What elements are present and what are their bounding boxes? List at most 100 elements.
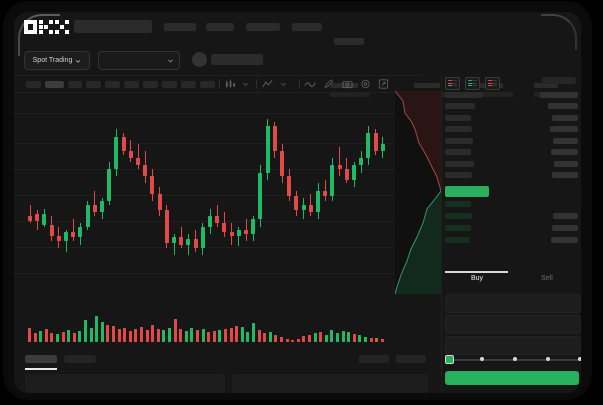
volume-bar (84, 320, 87, 342)
indicators-icon[interactable] (262, 79, 273, 89)
amount-input[interactable] (445, 315, 581, 334)
tab-buy[interactable]: Buy (470, 275, 484, 282)
slider-stop-50[interactable] (513, 357, 517, 361)
okx-logo[interactable] (24, 20, 69, 34)
order-book[interactable] (442, 92, 581, 267)
orderbook-view-both-icon[interactable] (445, 77, 460, 90)
camera-snapshot-icon[interactable] (342, 79, 353, 89)
bid-price[interactable] (445, 213, 472, 219)
search-input[interactable] (74, 20, 152, 33)
slider-stop-75[interactable] (546, 357, 550, 361)
timeframe-button-4[interactable] (86, 81, 101, 88)
volume-bar (218, 330, 222, 342)
ask-price[interactable] (445, 149, 471, 155)
chart-type-chevron-icon[interactable] (242, 79, 249, 89)
orderbook-view-asks-icon[interactable] (485, 77, 500, 90)
ask-amount[interactable] (550, 126, 578, 132)
ask-amount[interactable] (548, 103, 578, 109)
volume-bar (140, 327, 143, 342)
bid-price[interactable] (445, 225, 471, 231)
volume-bar (56, 334, 59, 342)
timeframe-button-6[interactable] (124, 81, 139, 88)
bottom-tabs (14, 350, 426, 372)
timeframe-button-1[interactable] (26, 81, 41, 88)
volume-bar (291, 340, 295, 342)
total-input[interactable] (445, 336, 581, 355)
bottom-panel-left[interactable] (25, 374, 225, 393)
ask-amount[interactable] (551, 149, 578, 155)
spot-trading-dropdown[interactable]: Spot Trading (24, 51, 90, 70)
bid-price[interactable] (445, 237, 470, 243)
fullscreen-icon[interactable] (378, 79, 389, 89)
amount-percent-slider[interactable] (445, 355, 581, 365)
orderbook-view-switcher (445, 77, 500, 90)
bid-amount[interactable] (551, 237, 578, 243)
timeframe-button-2[interactable] (45, 81, 64, 88)
orderbook-grouping-select[interactable] (542, 77, 576, 84)
volume-bar (72, 333, 76, 342)
ask-amount[interactable] (553, 137, 578, 144)
volume-bar (78, 331, 82, 342)
volume-bar (207, 332, 211, 342)
drawing-pencil-icon[interactable] (323, 79, 334, 89)
volume-bar (330, 330, 334, 342)
bottom-panel-right[interactable] (232, 374, 428, 393)
volume-bar (280, 337, 283, 342)
ask-price[interactable] (445, 172, 472, 178)
ask-amount[interactable] (554, 160, 578, 167)
nav-item-4[interactable] (292, 23, 322, 31)
timeframe-button-10[interactable] (200, 81, 215, 88)
volume-bar (61, 332, 65, 342)
bid-price[interactable] (445, 201, 471, 207)
line-tool-icon[interactable] (304, 79, 316, 89)
indicators-chevron-icon[interactable] (280, 79, 287, 89)
orderbook-view-bids-icon[interactable] (465, 77, 480, 90)
volume-bar (117, 329, 121, 342)
ask-price[interactable] (445, 126, 472, 132)
timeframe-button-5[interactable] (105, 81, 120, 88)
chart-settings-icon[interactable] (360, 79, 371, 89)
bottom-action-2[interactable] (396, 355, 426, 363)
ask-amount[interactable] (552, 172, 578, 178)
stat-value (330, 92, 370, 97)
ask-price[interactable] (445, 137, 473, 144)
ask-price[interactable] (445, 103, 475, 109)
nav-item-1[interactable] (164, 23, 196, 31)
nav-item-5[interactable] (334, 38, 364, 45)
timeframe-button-3[interactable] (68, 81, 82, 88)
tab-order-history[interactable] (64, 355, 96, 363)
slider-stop-25[interactable] (480, 357, 484, 361)
volume-bar (179, 329, 183, 342)
timeframe-button-8[interactable] (162, 81, 177, 88)
volume-bar (257, 330, 261, 342)
nav-item-3[interactable] (246, 23, 280, 31)
slider-stop-100[interactable] (578, 357, 581, 361)
candle-chart-type-icon[interactable] (225, 79, 236, 89)
volume-bar (252, 323, 255, 342)
tab-sell[interactable]: Sell (541, 275, 553, 282)
pair-select[interactable] (98, 51, 180, 70)
volume-bar (28, 328, 31, 342)
gridline (14, 143, 423, 144)
price-input[interactable] (445, 294, 581, 313)
ask-amount[interactable] (552, 114, 578, 121)
depth-area (395, 91, 441, 294)
volume-bar (156, 329, 160, 342)
volume-bar (274, 335, 278, 342)
gridline (14, 169, 423, 170)
timeframe-button-9[interactable] (181, 81, 196, 88)
timeframe-button-7[interactable] (143, 81, 158, 88)
gridline (14, 273, 423, 274)
place-buy-order-button[interactable] (445, 371, 579, 385)
bid-amount[interactable] (553, 213, 578, 219)
price-chart[interactable] (14, 91, 423, 304)
ask-price[interactable] (445, 114, 471, 121)
ask-price[interactable] (445, 160, 474, 167)
tab-open-orders[interactable] (25, 355, 57, 363)
pair-name-label (211, 54, 263, 65)
bottom-action-1[interactable] (359, 355, 389, 363)
slider-handle[interactable] (445, 355, 454, 364)
nav-item-2[interactable] (206, 23, 234, 31)
bid-amount[interactable] (552, 225, 578, 231)
gridline (14, 113, 423, 114)
